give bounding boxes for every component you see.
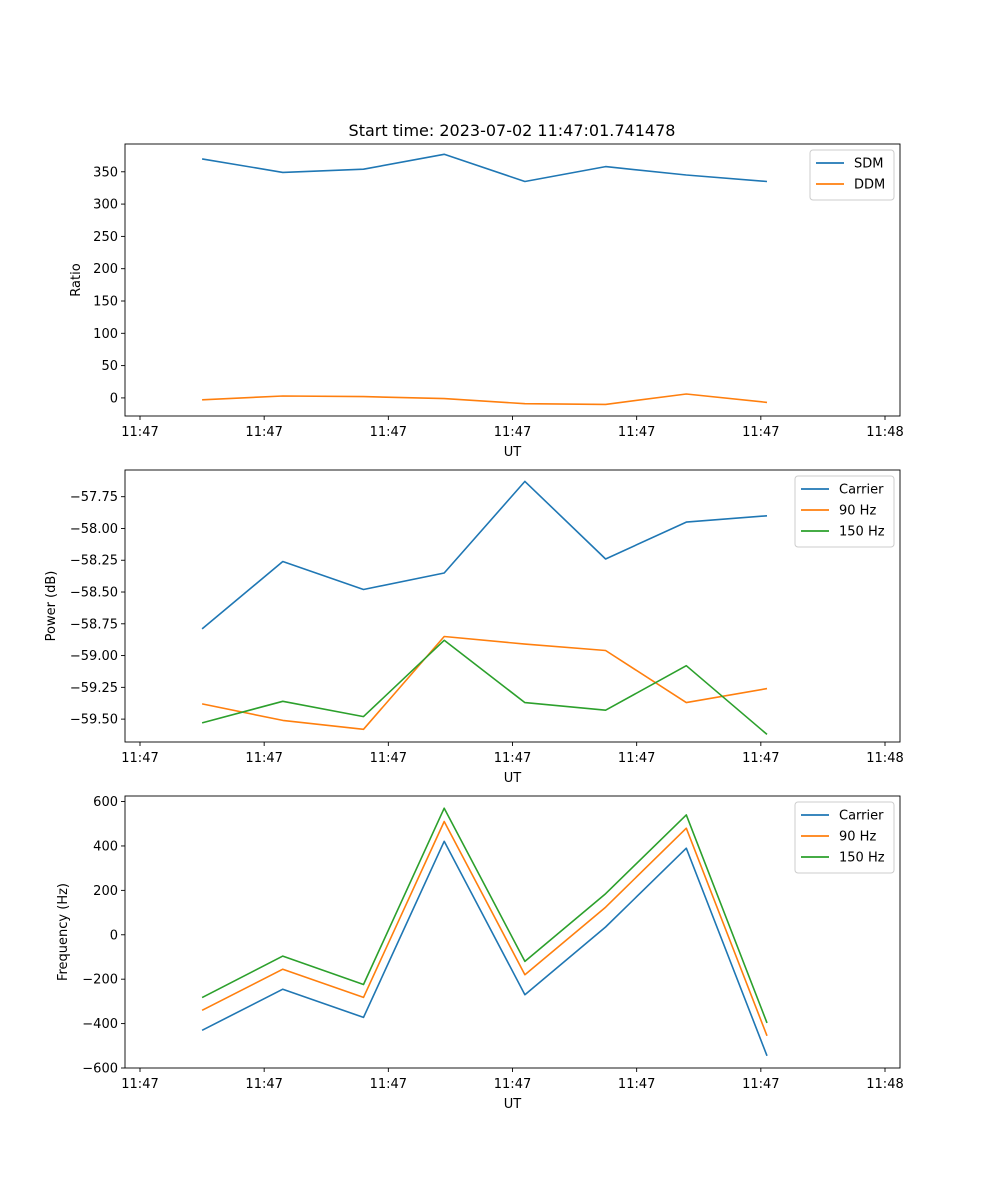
series-line-carrier (201, 480, 768, 630)
x-axis-label: UT (504, 771, 522, 786)
x-tick-label: 11:47 (494, 1077, 531, 1092)
x-tick-label: 11:48 (866, 1077, 903, 1092)
y-tick-label: 600 (93, 795, 118, 810)
y-axis-label: Power (dB) (44, 571, 59, 642)
x-tick-label: 11:47 (618, 1077, 655, 1092)
series-line-90-hz (201, 820, 768, 1037)
y-tick-label: −59.50 (70, 713, 118, 728)
legend-entry: DDM (854, 178, 885, 193)
x-tick-label: 11:48 (866, 425, 903, 440)
legend: Carrier 90 Hz 150 Hz (794, 801, 895, 874)
y-tick-label: 400 (93, 839, 118, 854)
y-tick-label: 350 (93, 165, 118, 180)
y-tick-label: 50 (101, 359, 118, 374)
y-tick-label: 250 (93, 230, 118, 245)
x-tick-label: 11:47 (370, 1077, 407, 1092)
x-tick-label: 11:47 (742, 425, 779, 440)
y-tick-label: −58.50 (70, 586, 118, 601)
legend-box (794, 475, 895, 548)
y-tick-label: −59.00 (70, 649, 118, 664)
x-tick-label: 11:47 (245, 425, 282, 440)
x-tick-label: 11:47 (618, 425, 655, 440)
y-tick-label: −58.00 (70, 522, 118, 537)
axes-frame (124, 469, 901, 743)
axes-1: 11:47 11:47 11:47 11:47 11:47 11:47 11:48 0 50 10… (69, 143, 904, 460)
y-tick-label: −200 (82, 973, 118, 988)
x-tick-label: 11:48 (866, 751, 903, 766)
x-tick-label: 11:47 (494, 425, 531, 440)
x-tick-label: 11:47 (742, 751, 779, 766)
series-line-150-hz (201, 639, 768, 736)
y-tick-label: 200 (93, 884, 118, 899)
legend-entry: SDM (854, 157, 883, 172)
x-tick-label: 11:47 (370, 425, 407, 440)
legend-entry: 90 Hz (839, 504, 876, 519)
axes-2: 11:47 11:47 11:47 11:47 11:47 11:47 11:48 −59.5… (44, 469, 904, 786)
x-tick-label: 11:47 (121, 425, 158, 440)
y-tick-label: −600 (82, 1062, 118, 1077)
axes-frame (124, 143, 901, 417)
legend-entry: 150 Hz (839, 851, 885, 866)
legend-box (794, 801, 895, 874)
x-tick-label: 11:47 (494, 751, 531, 766)
legend: Carrier 90 Hz 150 Hz (794, 475, 895, 548)
x-tick-label: 11:47 (121, 751, 158, 766)
x-tick-label: 11:47 (245, 751, 282, 766)
y-tick-label: 200 (93, 262, 118, 277)
y-tick-label: −57.75 (70, 490, 118, 505)
legend-entry: Carrier (839, 809, 884, 824)
axes-3: 11:47 11:47 11:47 11:47 11:47 11:47 11:48 −600 −… (56, 795, 904, 1112)
series-line-150-hz (201, 807, 768, 1024)
y-tick-label: −59.25 (70, 681, 118, 696)
legend: SDM DDM (809, 149, 895, 201)
series-line-ddm (202, 393, 768, 406)
chart-title: Start time: 2023-07-02 11:47:01.741478 (349, 121, 676, 140)
y-tick-label: −58.25 (70, 554, 118, 569)
series-line-sdm (201, 153, 768, 183)
x-tick-label: 11:47 (742, 1077, 779, 1092)
y-tick-label: 100 (93, 327, 118, 342)
x-axis-label: UT (504, 1097, 522, 1112)
legend-entry: 150 Hz (839, 525, 885, 540)
x-tick-label: 11:47 (370, 751, 407, 766)
y-tick-label: −58.75 (70, 617, 118, 632)
y-axis-label: Frequency (Hz) (56, 883, 71, 981)
series-line-90-hz (201, 635, 768, 731)
legend-entry: 90 Hz (839, 830, 876, 845)
y-axis-label: Ratio (69, 263, 84, 296)
y-tick-label: −400 (82, 1017, 118, 1032)
y-tick-label: 0 (110, 928, 118, 943)
axes-frame (124, 795, 901, 1069)
y-tick-label: 150 (93, 294, 118, 309)
series-line-carrier (201, 840, 768, 1057)
x-tick-label: 11:47 (121, 1077, 158, 1092)
x-axis-label: UT (504, 445, 522, 460)
x-tick-label: 11:47 (245, 1077, 282, 1092)
y-tick-label: 300 (93, 198, 118, 213)
legend-entry: Carrier (839, 483, 884, 498)
y-tick-label: 0 (110, 391, 118, 406)
x-tick-label: 11:47 (618, 751, 655, 766)
